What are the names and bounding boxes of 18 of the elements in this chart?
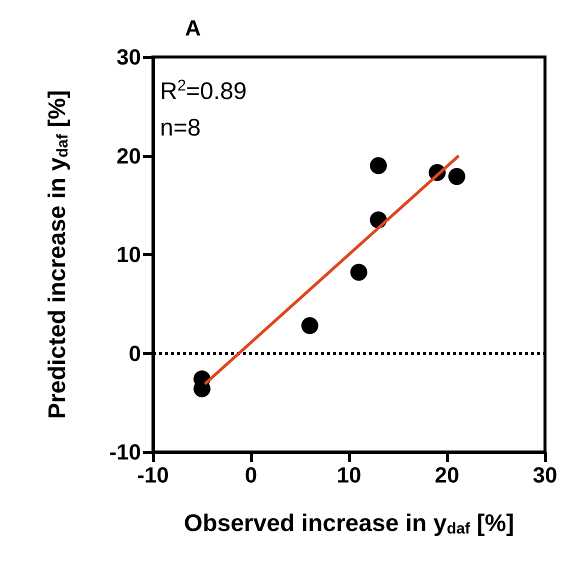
point [350,264,368,281]
y-tick-label: 0 [128,340,141,366]
x-tick-label: 10 [336,462,362,488]
y-tick-label: 20 [116,143,141,168]
point [370,157,387,174]
point [448,168,466,185]
x-tick-label: -10 [137,462,169,488]
chart-title: A [185,16,201,40]
x-tick-label: 20 [434,462,460,488]
point [301,317,318,334]
y-axis-title: Predicted increase in ydaf [%] [44,90,72,419]
y-tick-label: -10 [109,440,141,464]
y-tick-label: 10 [116,242,141,267]
x-tick-label: 0 [244,462,258,488]
annotation: n=8 [160,114,201,142]
y-tick-label: 30 [116,44,141,70]
x-tick-label: 30 [532,462,558,488]
x-axis-title: Observed increase in ydaf [%] [184,510,514,538]
